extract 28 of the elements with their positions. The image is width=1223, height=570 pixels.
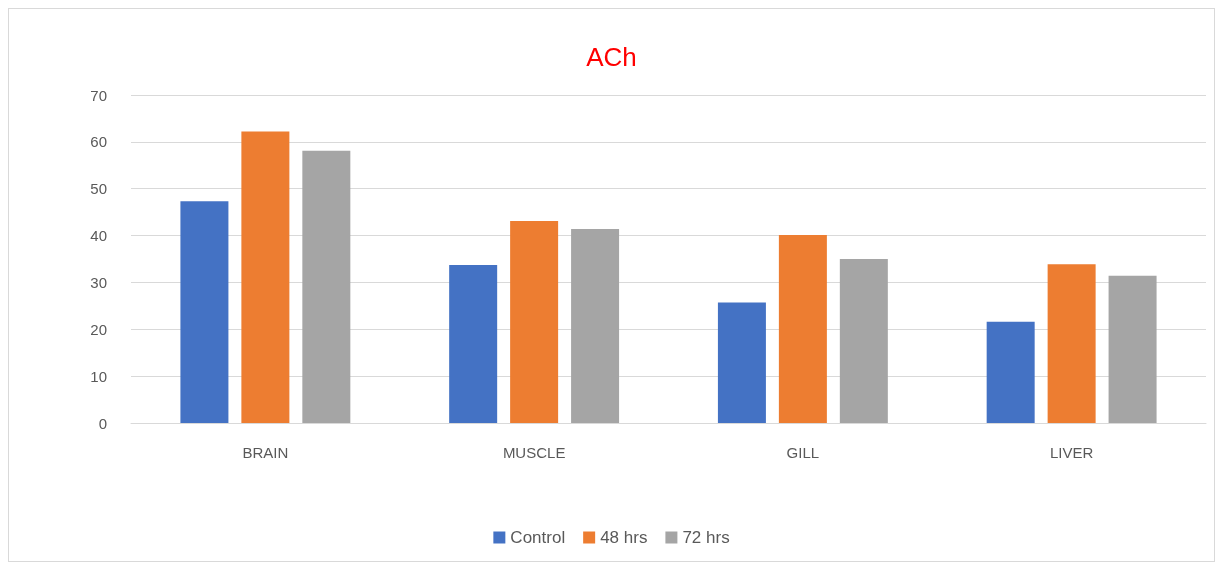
bar xyxy=(449,265,498,423)
bar xyxy=(986,321,1035,423)
y-tick-label: 10 xyxy=(90,367,107,385)
y-tick-label: 40 xyxy=(90,227,107,245)
legend-label: Control xyxy=(510,528,566,547)
x-tick-label: BRAIN xyxy=(242,444,289,461)
bar xyxy=(1047,264,1096,423)
y-tick-label: 20 xyxy=(90,320,107,338)
bar xyxy=(571,229,620,423)
bar xyxy=(839,259,888,423)
x-tick-label: GILL xyxy=(786,444,820,461)
x-tick-label: MUSCLE xyxy=(502,444,566,461)
chart-title: ACh xyxy=(586,42,637,72)
legend-label: 72 hrs xyxy=(682,528,730,547)
bar xyxy=(180,201,229,423)
y-tick-label: 0 xyxy=(98,414,107,432)
bar xyxy=(1108,275,1157,423)
bar xyxy=(778,235,827,423)
y-tick-label: 50 xyxy=(90,180,107,198)
bar xyxy=(302,150,351,423)
y-tick-label: 70 xyxy=(90,86,107,104)
y-tick-label: 30 xyxy=(90,273,107,291)
bar xyxy=(717,302,766,423)
bar xyxy=(241,131,290,423)
y-tick-label: 60 xyxy=(90,133,107,151)
bar xyxy=(510,221,559,423)
legend-label: 48 hrs xyxy=(600,528,648,547)
x-tick-label: LIVER xyxy=(1049,444,1094,461)
